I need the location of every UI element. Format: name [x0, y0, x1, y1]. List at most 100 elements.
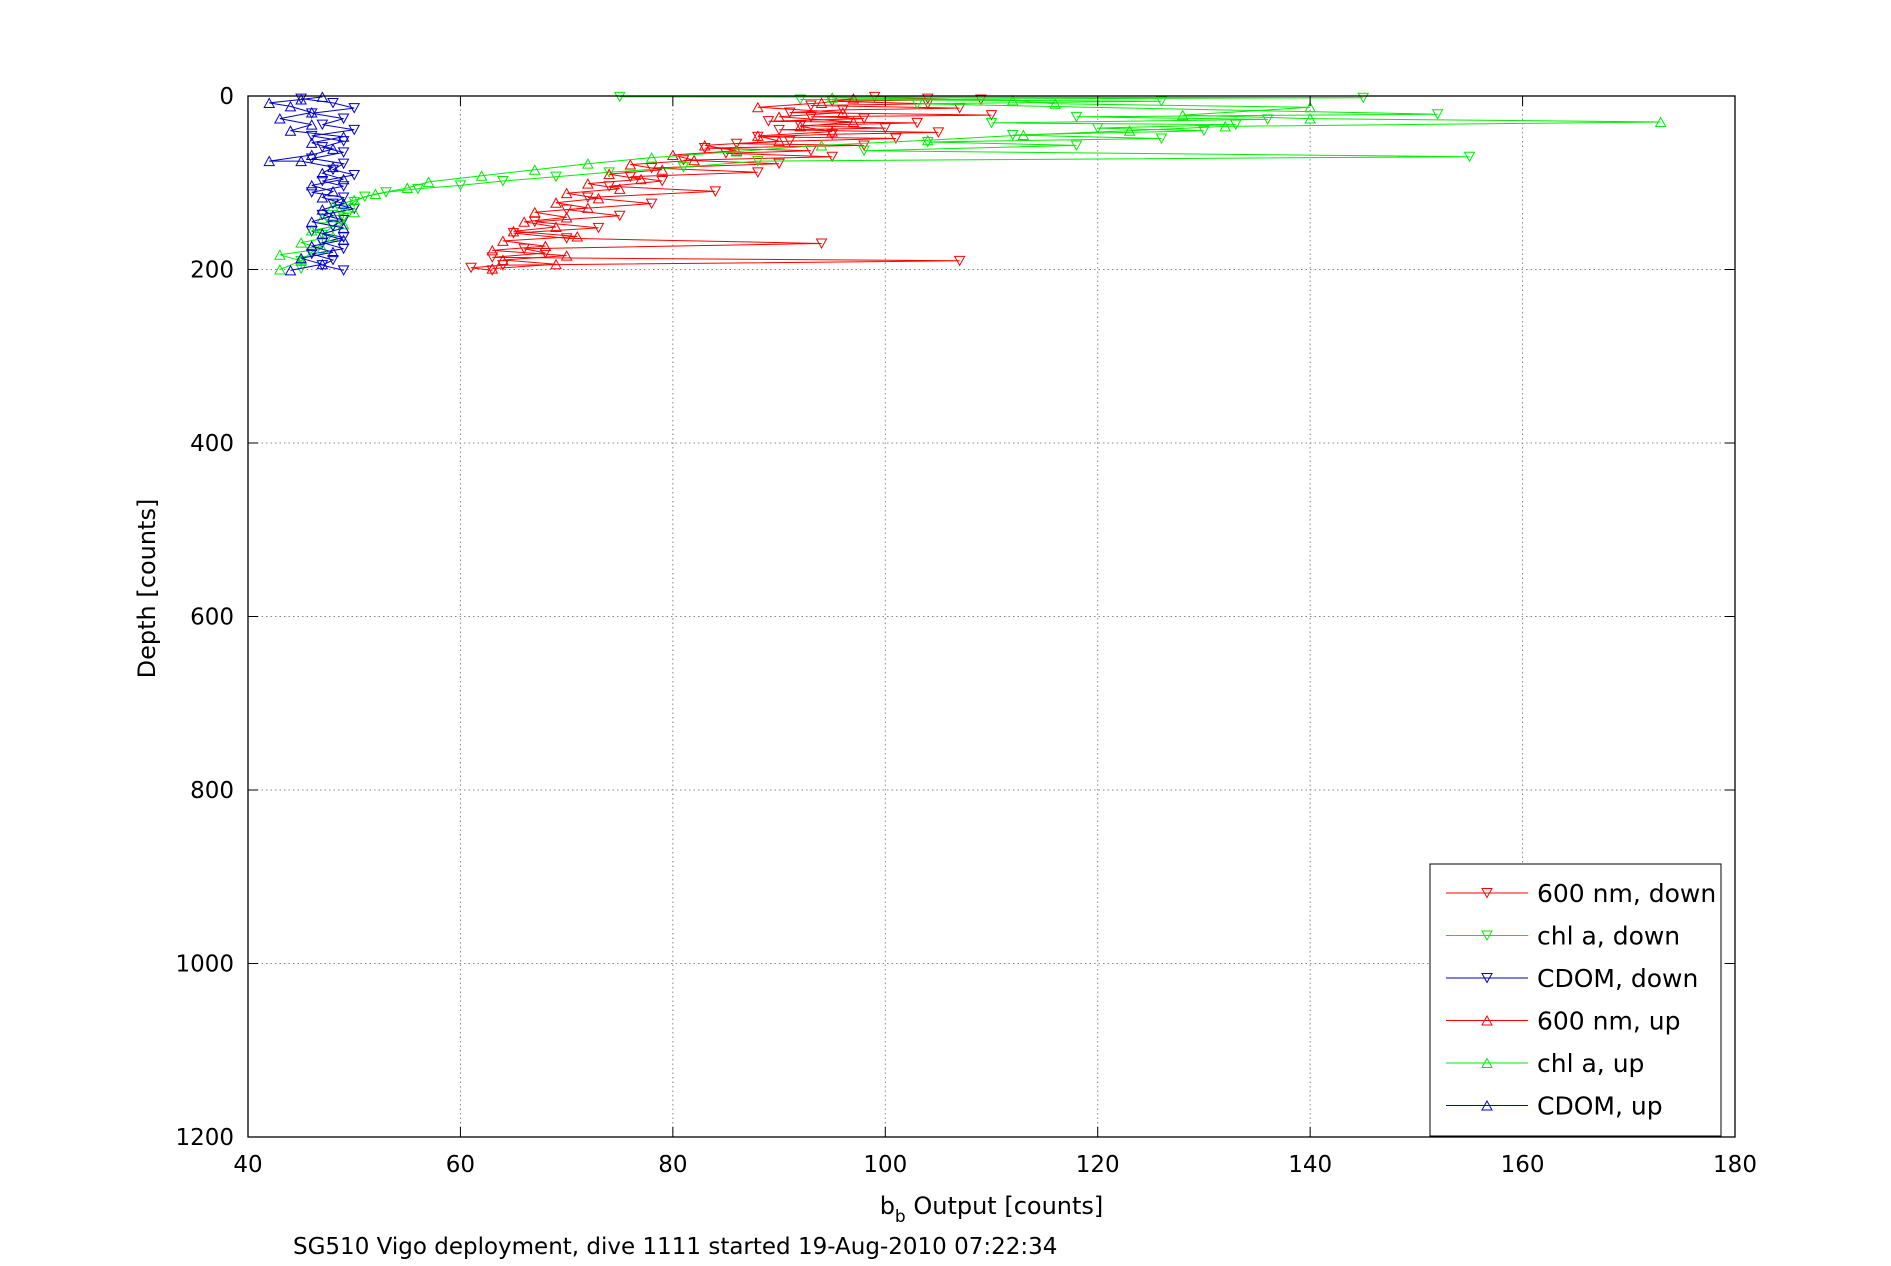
x-tick-label: 60: [446, 1152, 475, 1178]
data-point-marker: [295, 255, 307, 266]
data-point-marker: [836, 106, 849, 118]
data-point-marker: [826, 129, 839, 140]
data-point-marker: [560, 187, 573, 199]
data-point-marker: [337, 215, 350, 226]
x-axis-label: bb Output [counts]: [880, 1192, 1104, 1227]
data-point-marker: [337, 198, 350, 209]
figure-caption: SG510 Vigo deployment, dive 1111 started…: [293, 1234, 1057, 1260]
data-point-marker: [486, 265, 499, 276]
data-point-marker: [826, 151, 839, 163]
data-point-marker: [1006, 94, 1019, 106]
data-point-marker: [422, 176, 435, 187]
data-point-marker: [337, 131, 350, 142]
data-point-marker: [348, 169, 361, 181]
data-point-marker: [284, 125, 297, 136]
data-point-marker: [1091, 123, 1104, 134]
plot-area: [263, 91, 1667, 276]
data-point-marker: [369, 188, 382, 200]
data-point-marker: [592, 222, 605, 234]
legend-label: chl a, down: [1537, 922, 1680, 951]
data-point-marker: [454, 180, 467, 191]
data-point-marker: [497, 235, 509, 246]
data-point-marker: [305, 149, 318, 160]
data-point-marker: [348, 206, 361, 218]
data-point-marker: [295, 93, 307, 105]
data-point-marker: [305, 216, 318, 227]
data-point-marker: [486, 263, 499, 274]
data-point-marker: [518, 216, 531, 227]
legend-label: CDOM, down: [1537, 964, 1698, 993]
data-point-marker: [412, 183, 424, 195]
data-point-marker: [295, 155, 307, 167]
data-point-marker: [316, 191, 329, 203]
data-point-marker: [783, 107, 796, 119]
data-point-marker: [274, 263, 286, 275]
data-point-marker: [656, 176, 669, 187]
data-point-marker: [337, 181, 350, 192]
data-point-marker: [465, 262, 477, 274]
data-point-marker: [667, 149, 679, 160]
data-point-marker: [305, 240, 318, 252]
data-point-marker: [603, 168, 615, 180]
x-tick-label: 40: [233, 1152, 262, 1178]
data-point-marker: [1155, 96, 1168, 107]
x-tick-label: 120: [1076, 1152, 1120, 1178]
data-point-marker: [295, 237, 307, 248]
data-point-marker: [507, 228, 520, 239]
data-point-marker: [518, 243, 531, 255]
data-point-marker: [528, 164, 541, 175]
data-point-marker: [327, 198, 339, 210]
y-tick-label: 1200: [175, 1125, 234, 1151]
series-line: [269, 96, 346, 271]
series-3: [486, 93, 860, 274]
data-point-marker: [582, 202, 594, 213]
data-point-marker: [815, 139, 828, 151]
data-point-marker: [1431, 109, 1444, 120]
data-point-marker: [1123, 125, 1136, 136]
x-tick-label: 160: [1501, 1152, 1545, 1178]
data-point-marker: [305, 130, 318, 142]
data-point-marker: [1304, 101, 1316, 113]
data-point-marker: [1176, 109, 1189, 121]
data-point-marker: [1049, 98, 1062, 109]
data-point-marker: [858, 145, 870, 157]
data-point-marker: [327, 161, 339, 173]
data-point-marker: [773, 111, 785, 122]
y-tick-label: 400: [190, 431, 234, 457]
data-point-marker: [316, 119, 329, 131]
data-point-marker: [773, 135, 785, 147]
legend-entry: chl a, up: [1446, 1049, 1644, 1078]
data-point-marker: [656, 164, 669, 175]
data-point-marker: [560, 250, 573, 261]
data-point-marker: [337, 265, 350, 276]
data-point-marker: [560, 211, 573, 223]
series-line: [301, 98, 355, 271]
x-axis-label-subscript: b: [895, 1207, 906, 1227]
data-point-marker: [337, 173, 350, 185]
data-point-marker: [1070, 140, 1083, 151]
legend-marker-sample: [1481, 930, 1493, 942]
data-point-marker: [847, 116, 860, 128]
data-point-marker: [751, 101, 764, 113]
y-tick-label: 1000: [175, 952, 234, 978]
y-tick-label: 0: [219, 84, 234, 110]
data-point-marker: [539, 240, 552, 252]
data-point-marker: [316, 91, 329, 102]
data-point-marker: [858, 140, 870, 151]
data-point-marker: [327, 210, 339, 221]
data-point-marker: [592, 192, 605, 204]
data-point-marker: [815, 97, 828, 108]
data-point-marker: [327, 143, 339, 154]
data-point-marker: [337, 212, 350, 223]
y-axis-label: Depth [counts]: [133, 499, 161, 679]
legend-marker-sample: [1481, 888, 1493, 899]
data-point-marker: [613, 91, 626, 103]
data-point-marker: [932, 127, 945, 138]
data-point-marker: [486, 244, 499, 256]
legend-marker-sample: [1481, 1099, 1493, 1111]
data-point-marker: [305, 137, 318, 148]
data-point-marker: [698, 143, 711, 154]
data-point-marker: [274, 113, 286, 124]
data-point-marker: [305, 153, 318, 164]
data-point-marker: [337, 222, 350, 233]
